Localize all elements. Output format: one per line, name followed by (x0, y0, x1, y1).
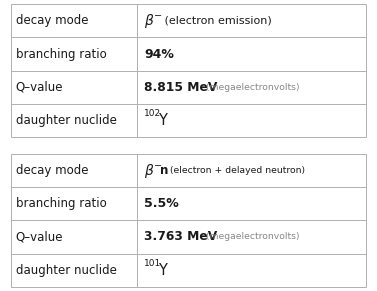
Text: Y: Y (158, 262, 167, 278)
Text: decay mode: decay mode (16, 164, 88, 177)
Bar (11, 4, 366, 137)
Text: 94%: 94% (144, 47, 174, 61)
Text: (electron + delayed neutron): (electron + delayed neutron) (167, 166, 305, 175)
Text: n: n (160, 164, 168, 177)
Text: (megaelectronvolts): (megaelectronvolts) (200, 83, 299, 92)
Text: (megaelectronvolts): (megaelectronvolts) (200, 233, 299, 242)
Text: 101: 101 (144, 259, 161, 268)
Text: decay mode: decay mode (16, 15, 88, 27)
Text: 102: 102 (144, 109, 161, 118)
Text: branching ratio: branching ratio (16, 47, 107, 61)
Text: daughter nuclide: daughter nuclide (16, 114, 117, 127)
Text: 5.5%: 5.5% (144, 197, 179, 210)
Text: 8.815 MeV: 8.815 MeV (144, 81, 217, 94)
Text: 3.763 MeV: 3.763 MeV (144, 230, 217, 244)
Text: (electron emission): (electron emission) (161, 16, 272, 26)
Text: −: − (155, 161, 162, 171)
Text: −: − (155, 11, 162, 21)
Text: $\beta$: $\beta$ (144, 12, 154, 30)
Text: $\beta$: $\beta$ (144, 162, 154, 180)
Bar (11, 154, 366, 287)
Text: Q–value: Q–value (16, 230, 63, 244)
Text: Q–value: Q–value (16, 81, 63, 94)
Text: Y: Y (158, 113, 167, 128)
Text: daughter nuclide: daughter nuclide (16, 264, 117, 276)
Text: branching ratio: branching ratio (16, 197, 107, 210)
